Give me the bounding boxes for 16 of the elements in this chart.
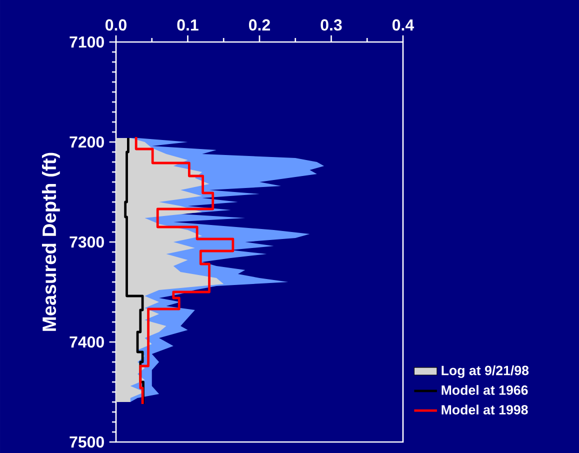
y-axis-title: Measured Depth (ft) (42, 152, 60, 331)
y-tick-label: 7100 (70, 36, 104, 48)
y-tick-label: 7500 (70, 436, 104, 448)
x-tick-label: 0.4 (392, 19, 414, 31)
legend-label: Log at 9/21/98 (442, 365, 529, 378)
legend-label: Model at 1966 (442, 385, 528, 395)
x-tick-label: 0.2 (249, 19, 270, 31)
y-tick-label: 7200 (70, 136, 104, 148)
line-series (124, 136, 144, 406)
y-tick-label: 7300 (70, 236, 104, 248)
x-tick-label: 0.1 (177, 19, 198, 31)
line-series (134, 136, 234, 406)
y-tick-label: 7400 (70, 336, 104, 348)
x-tick-label: 0.3 (320, 19, 342, 31)
x-tick-label: 0.0 (106, 19, 126, 31)
legend-label: Model at 1998 (442, 404, 528, 415)
